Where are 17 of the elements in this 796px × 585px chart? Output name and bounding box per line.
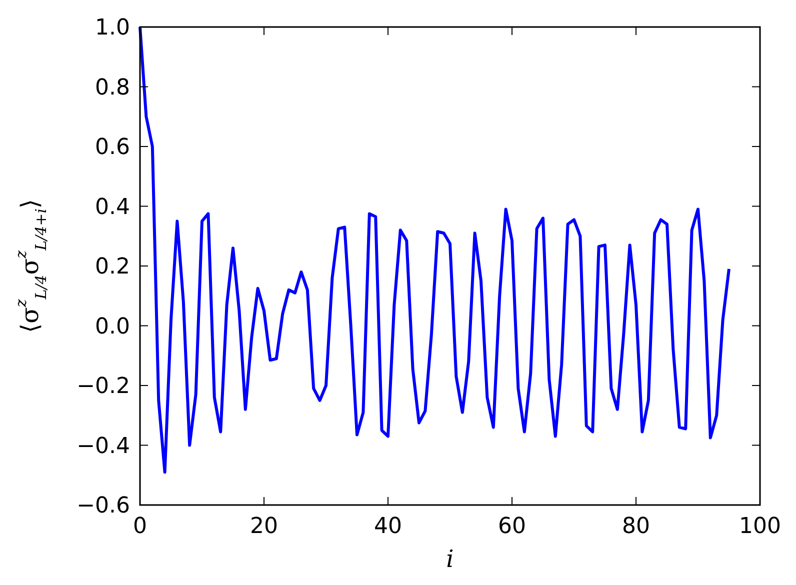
y-tick-label: −0.4 xyxy=(76,434,130,459)
y-tick-label: 1.0 xyxy=(95,16,130,41)
x-tick-label: 60 xyxy=(498,514,526,539)
x-tick-label: 80 xyxy=(622,514,650,539)
x-axis-title: i xyxy=(446,545,454,573)
y-tick-label: 0.4 xyxy=(95,194,130,220)
line-series xyxy=(138,26,730,474)
y-tick-label: −0.2 xyxy=(76,374,130,400)
y-tick-label: 0.0 xyxy=(95,314,130,340)
y-tick-label: 0.6 xyxy=(95,135,130,160)
y-tick-label: 0.8 xyxy=(95,75,130,100)
x-tick-label: 20 xyxy=(250,514,278,539)
y-tick-label: −0.6 xyxy=(76,494,130,519)
x-tick-label: 100 xyxy=(739,514,781,539)
x-tick-label: 40 xyxy=(374,514,402,539)
y-tick-label: 0.2 xyxy=(95,254,130,280)
x-tick-label: 0 xyxy=(133,514,147,539)
